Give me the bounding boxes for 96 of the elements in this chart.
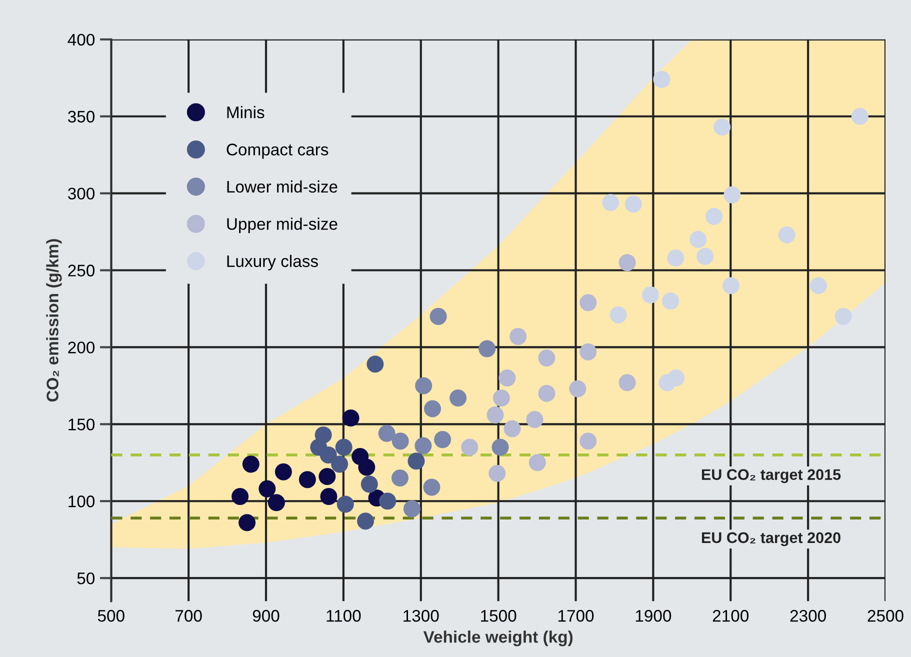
point [357, 512, 374, 530]
point [610, 306, 627, 324]
point [450, 390, 467, 407]
point [358, 458, 376, 476]
point [434, 431, 452, 448]
point [624, 196, 642, 213]
point [724, 186, 741, 204]
point [391, 470, 408, 487]
x-tick-label: 700 [176, 610, 202, 622]
ref-line-label: EU CO₂ target 2020 [702, 532, 840, 546]
legend-label: Upper mid-size [227, 218, 338, 234]
point [360, 476, 378, 493]
point [403, 500, 420, 518]
point [408, 452, 425, 470]
point [618, 254, 636, 272]
point [569, 380, 586, 398]
x-axis-title: Vehicle weight (kg) [423, 630, 573, 646]
point [538, 349, 556, 366]
point [392, 432, 409, 450]
point [478, 340, 496, 358]
point [618, 374, 636, 392]
point [538, 384, 556, 402]
point [430, 308, 447, 325]
x-tick-label: 1100 [326, 610, 361, 622]
point [268, 494, 285, 512]
point [232, 488, 249, 506]
legend-label: Luxury class [227, 254, 318, 270]
point [667, 249, 684, 266]
y-tick-label: 400 [68, 34, 95, 46]
point [424, 400, 441, 418]
legend-label: Minis [227, 106, 264, 118]
x-tick-label: 1500 [481, 610, 516, 622]
point [696, 248, 714, 265]
point [834, 308, 852, 325]
point [580, 432, 597, 450]
x-tick-label: 1300 [404, 610, 439, 622]
point [510, 328, 527, 345]
x-tick-label: 2300 [790, 610, 826, 622]
point [580, 294, 597, 312]
point [662, 292, 680, 310]
point [690, 230, 707, 248]
point [492, 438, 509, 456]
y-tick-label: 250 [68, 264, 95, 276]
point [642, 286, 659, 304]
point [526, 411, 544, 428]
x-tick-label: 900 [252, 610, 280, 622]
y-tick-label: 200 [68, 342, 95, 354]
point [335, 438, 352, 456]
x-tick-label: 1700 [558, 610, 594, 622]
point [486, 406, 504, 424]
point [602, 194, 620, 212]
point [668, 369, 685, 387]
legend-label: Lower mid-size [227, 180, 338, 193]
point [258, 480, 276, 498]
y-tick-label: 300 [68, 188, 95, 200]
point [274, 463, 292, 480]
point [810, 277, 828, 294]
point [342, 410, 360, 427]
point [320, 446, 337, 464]
point [580, 343, 597, 360]
x-tick-label: 1900 [636, 610, 672, 622]
point [423, 478, 440, 496]
point [366, 356, 384, 373]
point [379, 492, 396, 510]
point [238, 514, 256, 532]
point [461, 438, 478, 456]
ref-line-label: EU CO₂ target 2015 [702, 469, 841, 484]
point [336, 496, 354, 513]
point [414, 437, 432, 454]
x-tick-label: 500 [98, 610, 124, 622]
point [498, 369, 516, 387]
point [528, 454, 546, 472]
y-tick-label: 100 [68, 496, 95, 508]
point [320, 488, 338, 506]
point [488, 464, 506, 482]
point [722, 277, 740, 294]
y-tick-label: 150 [68, 418, 95, 430]
point [331, 456, 348, 473]
x-tick-label: 2500 [868, 610, 904, 622]
point [504, 420, 521, 438]
legend-label: Compact cars [226, 144, 328, 159]
point [714, 118, 731, 136]
point [378, 424, 396, 442]
y-tick-label: 50 [77, 572, 95, 584]
point [242, 456, 260, 473]
point [318, 468, 336, 485]
y-tick-label: 350 [68, 110, 95, 123]
y-axis-title: CO₂ emission (g/km) [46, 239, 62, 402]
point [851, 108, 868, 125]
point [653, 70, 670, 88]
point [705, 208, 722, 225]
point [492, 390, 510, 407]
x-tick-label: 2100 [712, 610, 749, 622]
point [778, 226, 796, 244]
point [298, 471, 316, 488]
point [415, 377, 432, 394]
